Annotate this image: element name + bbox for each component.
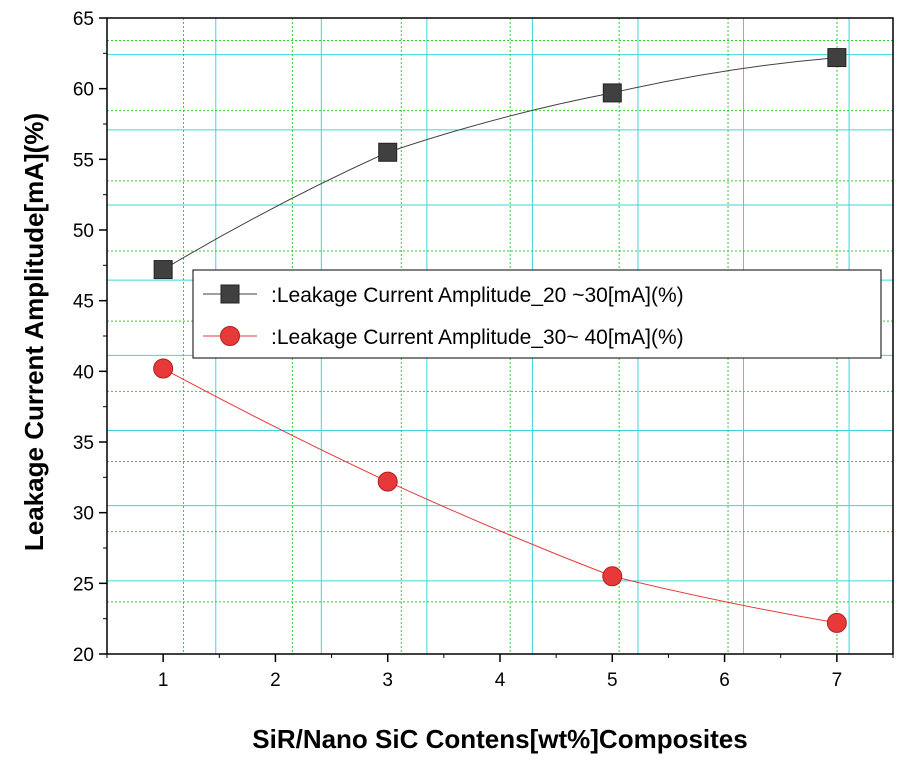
y-tick-label: 35 xyxy=(73,433,94,454)
series-line xyxy=(162,368,837,624)
x-tick-label: 5 xyxy=(607,670,618,691)
y-axis-title: Leakage Current Amplitude[mA](%) xyxy=(19,113,49,551)
legend-label: :Leakage Current Amplitude_20 ~30[mA](%) xyxy=(271,284,684,307)
legend-marker xyxy=(220,326,240,346)
x-tick-labels: 1 2 3 4 5 6 7 xyxy=(158,670,842,691)
x-tick-label: 2 xyxy=(270,670,281,691)
x-tick-label: 1 xyxy=(158,670,169,691)
series-2 xyxy=(153,358,847,633)
y-tick-label: 50 xyxy=(73,221,94,242)
data-point xyxy=(602,566,623,587)
axis-ticks xyxy=(99,17,894,662)
x-tick-label: 3 xyxy=(382,670,393,691)
y-tick-label: 65 xyxy=(73,9,94,30)
y-tick-label: 40 xyxy=(73,362,94,383)
y-tick-label: 20 xyxy=(73,645,94,666)
series-1 xyxy=(153,48,847,280)
data-series xyxy=(153,48,847,633)
y-tick-label: 55 xyxy=(73,150,94,171)
y-tick-label: 60 xyxy=(73,80,94,101)
legend-box xyxy=(192,269,882,359)
x-tick-label: 6 xyxy=(719,670,730,691)
data-point xyxy=(827,48,847,68)
x-axis-title: SiR/Nano SiC Contens[wt%]Composites xyxy=(252,724,747,754)
data-point xyxy=(378,142,398,162)
series-line xyxy=(162,57,837,271)
data-point xyxy=(826,612,847,633)
y-tick-label: 30 xyxy=(73,504,94,525)
legend-label: :Leakage Current Amplitude_30~ 40[mA](%) xyxy=(271,326,684,349)
legend: :Leakage Current Amplitude_20 ~30[mA](%)… xyxy=(192,269,882,359)
legend-entry: :Leakage Current Amplitude_20 ~30[mA](%) xyxy=(203,284,684,307)
y-tick-labels: 20 25 30 35 40 45 50 55 60 65 xyxy=(73,9,94,666)
x-tick-label: 4 xyxy=(495,670,506,691)
legend-marker xyxy=(220,284,240,304)
legend-entries: :Leakage Current Amplitude_20 ~30[mA](%)… xyxy=(203,284,684,349)
y-tick-label: 25 xyxy=(73,574,94,595)
data-point xyxy=(377,471,398,492)
legend-entry: :Leakage Current Amplitude_30~ 40[mA](%) xyxy=(203,326,684,349)
x-tick-label: 7 xyxy=(832,670,843,691)
y-tick-label: 45 xyxy=(73,292,94,313)
data-point xyxy=(153,260,173,280)
data-point xyxy=(153,358,174,379)
data-point xyxy=(602,83,622,103)
